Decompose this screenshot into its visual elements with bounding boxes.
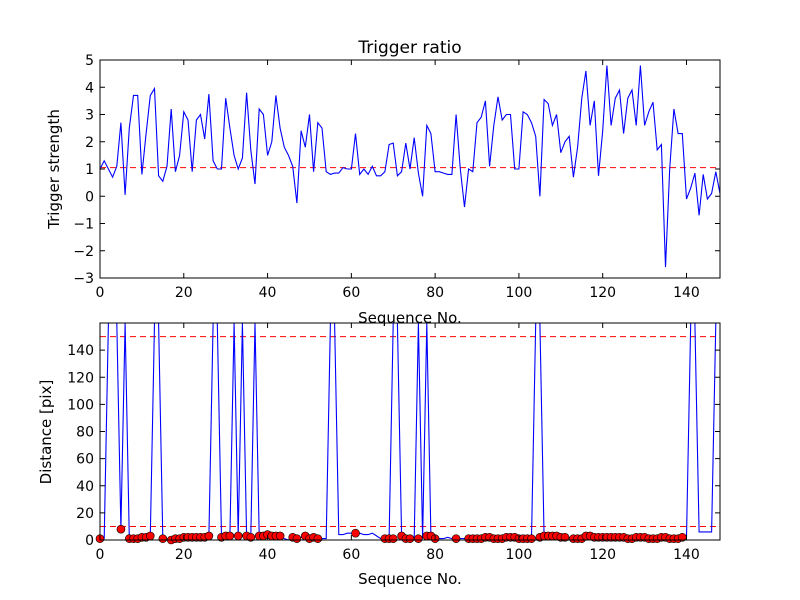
top-x-tick-label: 120	[589, 285, 616, 301]
bottom-x-axis: 0 20 40 60 80 100 120 140	[96, 323, 700, 563]
bottom-data-point	[204, 531, 214, 541]
bottom-y-tick-label: 40	[76, 479, 94, 495]
top-y-axis-label: Trigger strength	[45, 109, 63, 230]
top-x-tick-label: 20	[175, 285, 193, 301]
bottom-data-point	[145, 531, 155, 541]
top-series-layer	[99, 65, 721, 268]
bottom-x-axis-label: Sequence No.	[358, 570, 462, 588]
bottom-data-point	[116, 524, 126, 534]
top-y-tick-label: 5	[85, 53, 94, 69]
top-x-tick-label: 80	[426, 285, 444, 301]
bottom-y-axis-label: Distance [pix]	[37, 380, 55, 485]
top-y-tick-label: 4	[85, 80, 94, 96]
top-series-line-0	[99, 65, 721, 268]
top-x-tick-label: 0	[96, 285, 105, 301]
top-chart-title: Trigger ratio	[357, 38, 461, 58]
bottom-data-point	[225, 531, 235, 541]
bottom-x-tick-label: 80	[426, 547, 444, 563]
top-y-axis: −3 −2 −1 0 1 2 3 4 5	[73, 53, 720, 287]
bottom-data-point	[158, 534, 168, 543]
bottom-y-tick-label: 140	[67, 343, 94, 359]
bottom-y-tick-label: 120	[67, 370, 94, 386]
bottom-data-point	[275, 531, 285, 541]
bottom-y-tick-label: 60	[76, 452, 94, 468]
bottom-x-tick-label: 40	[259, 547, 277, 563]
top-y-tick-label: −1	[73, 217, 94, 233]
bottom-data-point	[388, 534, 398, 543]
top-y-tick-label: −3	[73, 271, 94, 287]
top-y-tick-label: 0	[85, 189, 94, 205]
bottom-x-tick-label: 140	[673, 547, 700, 563]
bottom-x-tick-label: 20	[175, 547, 193, 563]
bottom-y-tick-label: 0	[85, 533, 94, 549]
top-x-axis-label: Sequence No.	[358, 309, 462, 327]
bottom-y-tick-label: 20	[76, 506, 94, 522]
top-y-tick-label: 1	[85, 162, 94, 178]
bottom-data-point	[405, 534, 415, 543]
top-x-tick-label: 140	[673, 285, 700, 301]
top-x-tick-label: 40	[259, 285, 277, 301]
bottom-y-axis: 0 20 40 60 80 100 120 140	[67, 343, 720, 549]
bottom-data-point	[414, 534, 423, 543]
top-chart: Trigger ratio 0 20 40 60 80 100 120 140 −3−2−10…	[45, 38, 721, 327]
bottom-data-point	[351, 528, 360, 538]
bottom-data-point	[233, 531, 243, 541]
bottom-data-point	[527, 534, 536, 543]
top-x-tick-label: 100	[506, 285, 533, 301]
bottom-data-point	[292, 534, 302, 543]
bottom-y-tick-label: 80	[76, 425, 94, 441]
bottom-x-tick-label: 100	[506, 547, 533, 563]
bottom-data-point	[560, 532, 570, 542]
top-y-tick-label: 2	[85, 135, 94, 151]
bottom-marker-layer	[95, 524, 687, 545]
bottom-data-point	[451, 534, 461, 543]
top-x-tick-label: 60	[342, 285, 360, 301]
bottom-data-point	[246, 532, 256, 542]
bottom-x-tick-label: 0	[96, 547, 105, 563]
bottom-x-tick-label: 60	[342, 547, 360, 563]
top-x-axis: 0 20 40 60 80 100 120 140	[96, 60, 700, 301]
bottom-chart: 0 20 40 60 80 100 120 140 0 20 40 60 80 100 120 140 Se…	[37, 322, 721, 588]
bottom-x-tick-label: 120	[589, 547, 616, 563]
top-y-tick-label: −2	[73, 244, 94, 260]
bottom-threshold-layer	[100, 336, 720, 527]
top-y-tick-label: 3	[85, 108, 94, 124]
bottom-y-tick-label: 100	[67, 397, 94, 413]
bottom-data-point	[313, 534, 323, 543]
